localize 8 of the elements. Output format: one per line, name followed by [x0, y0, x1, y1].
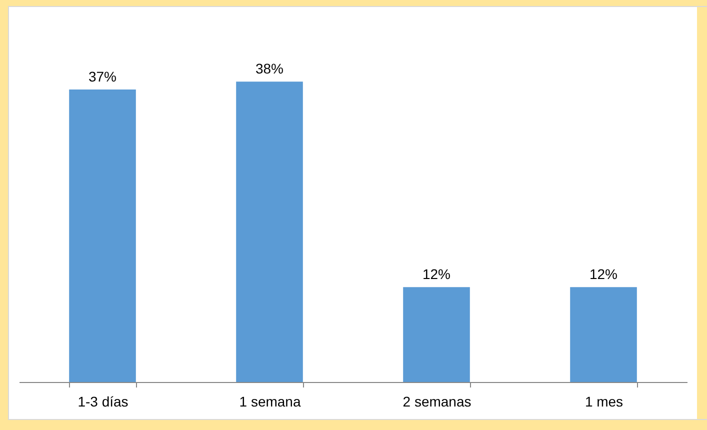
x-tick-label: 1-3 días	[78, 394, 128, 410]
data-label: 37%	[88, 68, 117, 84]
data-label: 38%	[255, 60, 284, 77]
x-tick-label: 2 semanas	[402, 394, 472, 410]
x-tick-label: 1 mes	[584, 394, 624, 410]
data-label: 12%	[589, 266, 618, 282]
x-tick-label: 1 semana	[239, 394, 301, 410]
data-label: 12%	[422, 266, 451, 282]
